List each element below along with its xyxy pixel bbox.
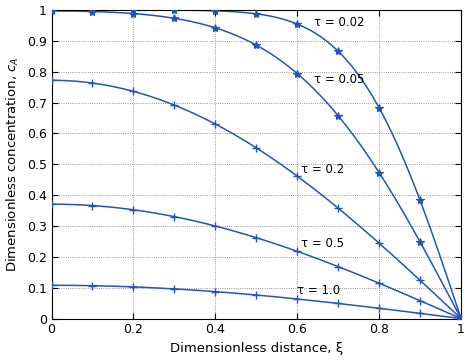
Text: τ = 0.02: τ = 0.02 xyxy=(313,16,364,29)
Y-axis label: Dimensionless concentration, $c_A$: Dimensionless concentration, $c_A$ xyxy=(5,57,21,272)
Text: τ = 1.0: τ = 1.0 xyxy=(297,284,340,297)
Text: τ = 0.05: τ = 0.05 xyxy=(313,73,364,86)
Text: τ = 0.2: τ = 0.2 xyxy=(301,163,345,176)
X-axis label: Dimensionless distance, ξ: Dimensionless distance, ξ xyxy=(170,342,343,355)
Text: τ = 0.5: τ = 0.5 xyxy=(301,237,345,250)
